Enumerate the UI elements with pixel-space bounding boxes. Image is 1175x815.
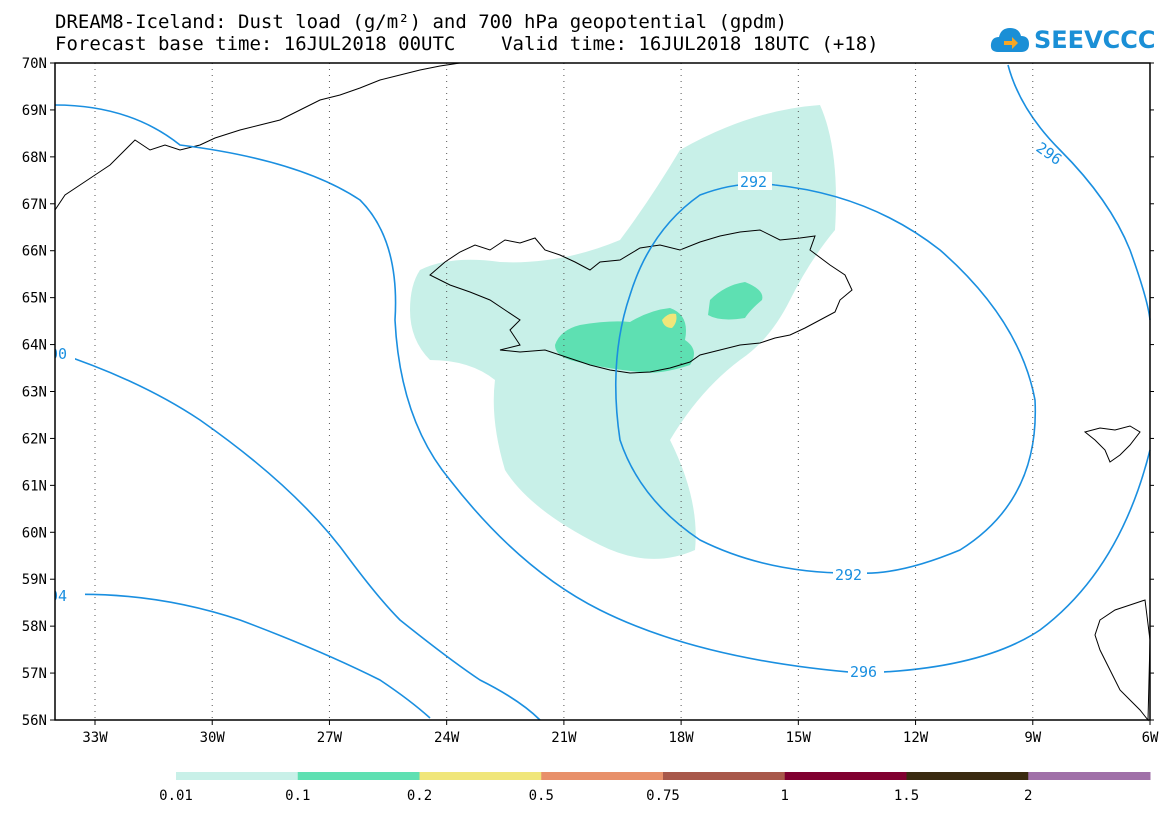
contour-296: [1007, 64, 1151, 321]
colorbar-segment: [297, 772, 420, 780]
lat-label: 66N: [22, 244, 47, 260]
colorbar-label: 1.5: [894, 788, 919, 804]
greenland-coastline: [54, 62, 461, 211]
colorbar-label: 0.1: [285, 788, 310, 804]
colorbar-label: 0.75: [646, 788, 680, 804]
lat-label: 70N: [22, 56, 47, 72]
lat-label: 62N: [22, 431, 47, 447]
lon-label: 21W: [551, 730, 577, 746]
dust-region-high: [662, 313, 677, 328]
contour-label: 292: [740, 173, 767, 191]
colorbar-label: 2: [1024, 788, 1032, 804]
lat-label: 67N: [22, 197, 47, 213]
lat-label: 61N: [22, 478, 47, 494]
lon-label: 18W: [668, 730, 694, 746]
coastlines: [54, 62, 1151, 722]
lon-label: 27W: [317, 730, 343, 746]
contour-304: [54, 593, 431, 719]
iceland-coastline: [429, 229, 853, 374]
geopotential-contours: [54, 64, 1151, 721]
map-subtitle: Forecast base time: 16JUL2018 00UTC Vali…: [55, 33, 879, 55]
colorbar-label: 0.2: [407, 788, 432, 804]
logo: SEEVCCC: [990, 20, 1156, 60]
lon-label: 12W: [903, 730, 929, 746]
colorbar-label: 0.5: [529, 788, 554, 804]
lon-label: 15W: [786, 730, 812, 746]
colorbar-segment: [663, 772, 786, 780]
logo-text: SEEVCCC: [1034, 26, 1156, 54]
colorbar-label: 1: [781, 788, 789, 804]
lon-label: 6W: [1142, 730, 1159, 746]
axis-ticks: 70N 69N 68N 67N 66N 65N 64N 63N 62N 61N 60N 59N 58N 5…: [22, 56, 1159, 746]
lat-label: 59N: [22, 572, 47, 588]
lat-label: 65N: [22, 291, 47, 307]
lat-label: 64N: [22, 338, 47, 354]
colorbar-segment: [419, 772, 542, 780]
colorbar-segment: [906, 772, 1029, 780]
map-title: DREAM8-Iceland: Dust load (g/m²) and 700…: [55, 11, 788, 33]
faroe-coastline: [1083, 425, 1141, 463]
lon-label: 33W: [82, 730, 108, 746]
contour-label: 292: [835, 566, 862, 584]
lon-label: 30W: [200, 730, 226, 746]
lat-label: 60N: [22, 525, 47, 541]
lat-label: 68N: [22, 150, 47, 166]
scotland-coastline: [1094, 599, 1151, 722]
colorbar-segment: [784, 772, 907, 780]
dust-load-area: [410, 105, 836, 559]
colorbar-label: 0.01: [159, 788, 193, 804]
contour-292: [614, 182, 1037, 574]
lat-label: 56N: [22, 713, 47, 729]
dust-region-mid: [708, 282, 763, 320]
colorbar-segment: [176, 772, 299, 780]
contour-label: 296: [850, 663, 877, 681]
lat-label: 57N: [22, 666, 47, 682]
dust-region-mid: [555, 308, 694, 373]
colorbar-segment: [1028, 772, 1151, 780]
colorbar-segment: [541, 772, 664, 780]
contour-label: 296: [1033, 139, 1066, 169]
cloud-icon: [990, 28, 1029, 52]
lon-label: 24W: [434, 730, 460, 746]
lat-label: 69N: [22, 103, 47, 119]
colorbar: 0.01 0.1 0.2 0.5 0.75 1 1.5 2: [159, 772, 1151, 804]
lat-label: 63N: [22, 385, 47, 401]
lat-label: 58N: [22, 619, 47, 635]
lon-label: 9W: [1024, 730, 1041, 746]
contour-300: [54, 351, 541, 721]
contour-296: [54, 104, 1151, 674]
